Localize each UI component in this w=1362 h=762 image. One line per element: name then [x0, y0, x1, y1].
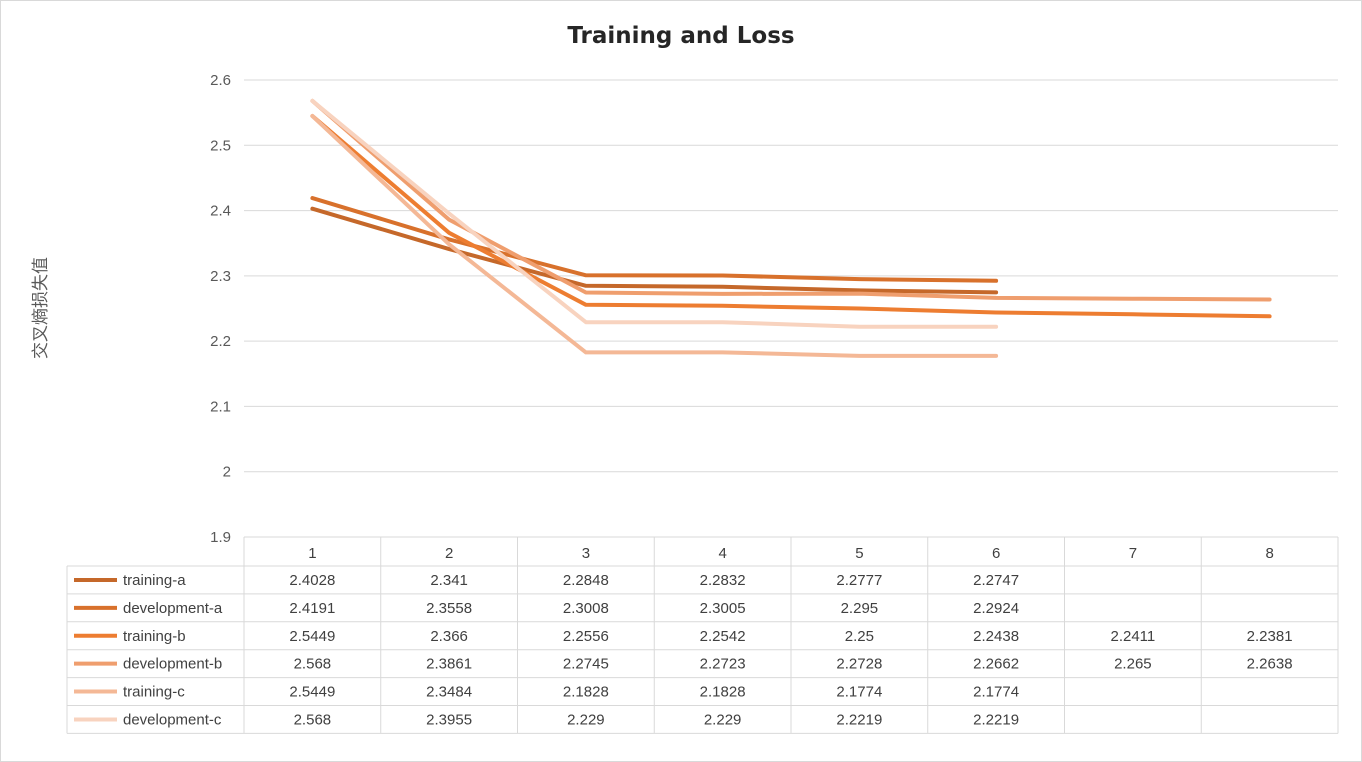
x-tick-label: 8: [1265, 545, 1273, 562]
series-line-training-b: [310, 114, 1272, 319]
data-label: 2.3005: [700, 600, 746, 617]
data-label: 2.2638: [1247, 656, 1293, 673]
data-label: 2.366: [430, 628, 468, 645]
y-tick-label: 2.5: [210, 137, 231, 154]
x-tick-label: 7: [1129, 545, 1137, 562]
data-label: 2.1774: [973, 684, 1019, 701]
data-label: 2.568: [294, 711, 332, 728]
data-table: 1 2 3 4 5 6 7 8 training-a 2.4028 2.341 2.2848 2.283…: [66, 536, 1339, 734]
data-label: 2.3558: [426, 600, 472, 617]
data-label: 2.2728: [836, 656, 882, 673]
data-label: 2.1774: [836, 684, 882, 701]
data-label: 2.2438: [973, 628, 1019, 645]
data-label: 2.2777: [836, 572, 882, 589]
y-tick-label: 2.2: [210, 333, 231, 350]
y-tick-label: 2.3: [210, 268, 231, 285]
y-tick-label: 2.4: [210, 203, 231, 220]
data-label: 2.2542: [700, 628, 746, 645]
x-tick-label: 6: [992, 545, 1000, 562]
x-tick-label: 3: [582, 545, 590, 562]
legend-label: development-c: [123, 711, 222, 728]
y-tick-label: 2: [223, 464, 231, 481]
data-label: 2.3484: [426, 684, 472, 701]
x-tick-label: 2: [445, 545, 453, 562]
data-label: 2.2745: [563, 656, 609, 673]
data-label: 2.4028: [289, 572, 335, 589]
chart-title: Training and Loss: [567, 23, 794, 49]
y-axis-ticks: 1.9 2 2.1 2.2 2.3 2.4 2.5 2.6: [210, 72, 231, 546]
data-label: 2.229: [567, 711, 605, 728]
series-lines: [310, 98, 1272, 358]
series-line-development-a: [310, 196, 999, 283]
data-label: 2.2848: [563, 572, 609, 589]
data-label: 2.1828: [563, 684, 609, 701]
data-label: 2.2219: [836, 711, 882, 728]
legend-label: development-b: [123, 656, 222, 673]
data-label: 2.3861: [426, 656, 472, 673]
data-label: 2.3008: [563, 600, 609, 617]
legend-label: training-b: [123, 628, 186, 645]
data-label: 2.1828: [700, 684, 746, 701]
data-label: 2.568: [294, 656, 332, 673]
data-label: 2.2556: [563, 628, 609, 645]
series-line-training-a: [310, 206, 999, 295]
data-label: 2.2723: [700, 656, 746, 673]
series-line-development-c: [310, 98, 999, 329]
series-line-development-b: [310, 98, 1272, 302]
data-label: 2.3955: [426, 711, 472, 728]
x-tick-label: 5: [855, 545, 863, 562]
data-label: 2.25: [845, 628, 874, 645]
data-label: 2.2411: [1110, 628, 1155, 645]
y-tick-label: 1.9: [210, 529, 231, 546]
data-label: 2.2219: [973, 711, 1019, 728]
data-label: 2.2747: [973, 572, 1019, 589]
y-tick-label: 2.6: [210, 72, 231, 89]
data-label: 2.2662: [973, 656, 1019, 673]
data-label: 2.2924: [973, 600, 1019, 617]
data-label: 2.4191: [289, 600, 335, 617]
data-label: 2.265: [1114, 656, 1152, 673]
legend-label: training-c: [123, 684, 185, 701]
series-line-training-c: [310, 114, 999, 358]
x-tick-label: 4: [718, 545, 726, 562]
y-tick-label: 2.1: [210, 398, 231, 415]
y-axis-label: 交叉熵损失值: [31, 257, 51, 359]
data-label: 2.341: [430, 572, 468, 589]
data-label: 2.295: [841, 600, 879, 617]
data-label: 2.5449: [289, 628, 335, 645]
data-label: 2.5449: [289, 684, 335, 701]
data-label: 2.2381: [1247, 628, 1293, 645]
gridlines: [244, 79, 1338, 473]
data-label: 2.229: [704, 711, 742, 728]
legend-label: development-a: [123, 600, 223, 617]
legend-label: training-a: [123, 572, 186, 589]
x-tick-label: 1: [308, 545, 316, 562]
data-label: 2.2832: [700, 572, 746, 589]
